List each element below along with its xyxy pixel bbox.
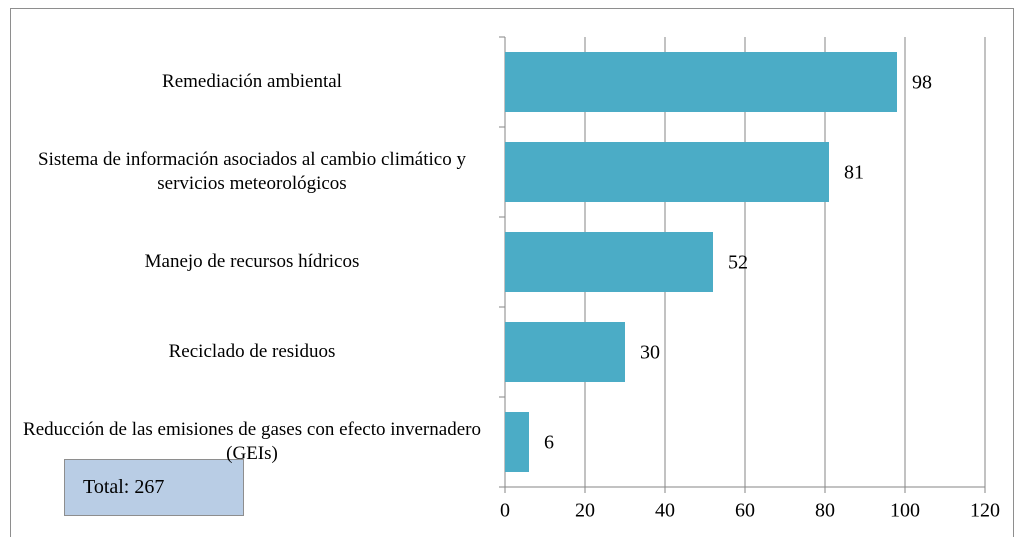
value-label: 81 — [844, 162, 864, 184]
x-tick-label: 80 — [815, 500, 835, 522]
bar — [505, 142, 829, 202]
x-tick-label: 120 — [970, 500, 1000, 522]
category-label: Reciclado de residuos — [168, 341, 336, 362]
bar — [505, 412, 529, 472]
category-label: Remediación ambiental — [162, 71, 342, 92]
x-tick-label: 60 — [735, 500, 755, 522]
category-label: Reducción de las emisiones de gases con … — [23, 419, 481, 464]
total-box: Total: 267 — [64, 459, 244, 516]
value-label: 6 — [544, 432, 554, 454]
bar — [505, 52, 897, 112]
value-label: 30 — [640, 342, 660, 364]
bar — [505, 322, 625, 382]
value-label: 52 — [728, 252, 748, 274]
x-tick-label: 20 — [575, 500, 595, 522]
chart-frame — [10, 8, 1014, 537]
x-tick-label: 0 — [500, 500, 510, 522]
value-label: 98 — [912, 72, 932, 94]
category-label: Sistema de información asociados al camb… — [38, 149, 466, 194]
x-tick-label: 40 — [655, 500, 675, 522]
category-label: Manejo de recursos hídricos — [144, 251, 360, 272]
bar — [505, 232, 713, 292]
x-tick-label: 100 — [890, 500, 920, 522]
